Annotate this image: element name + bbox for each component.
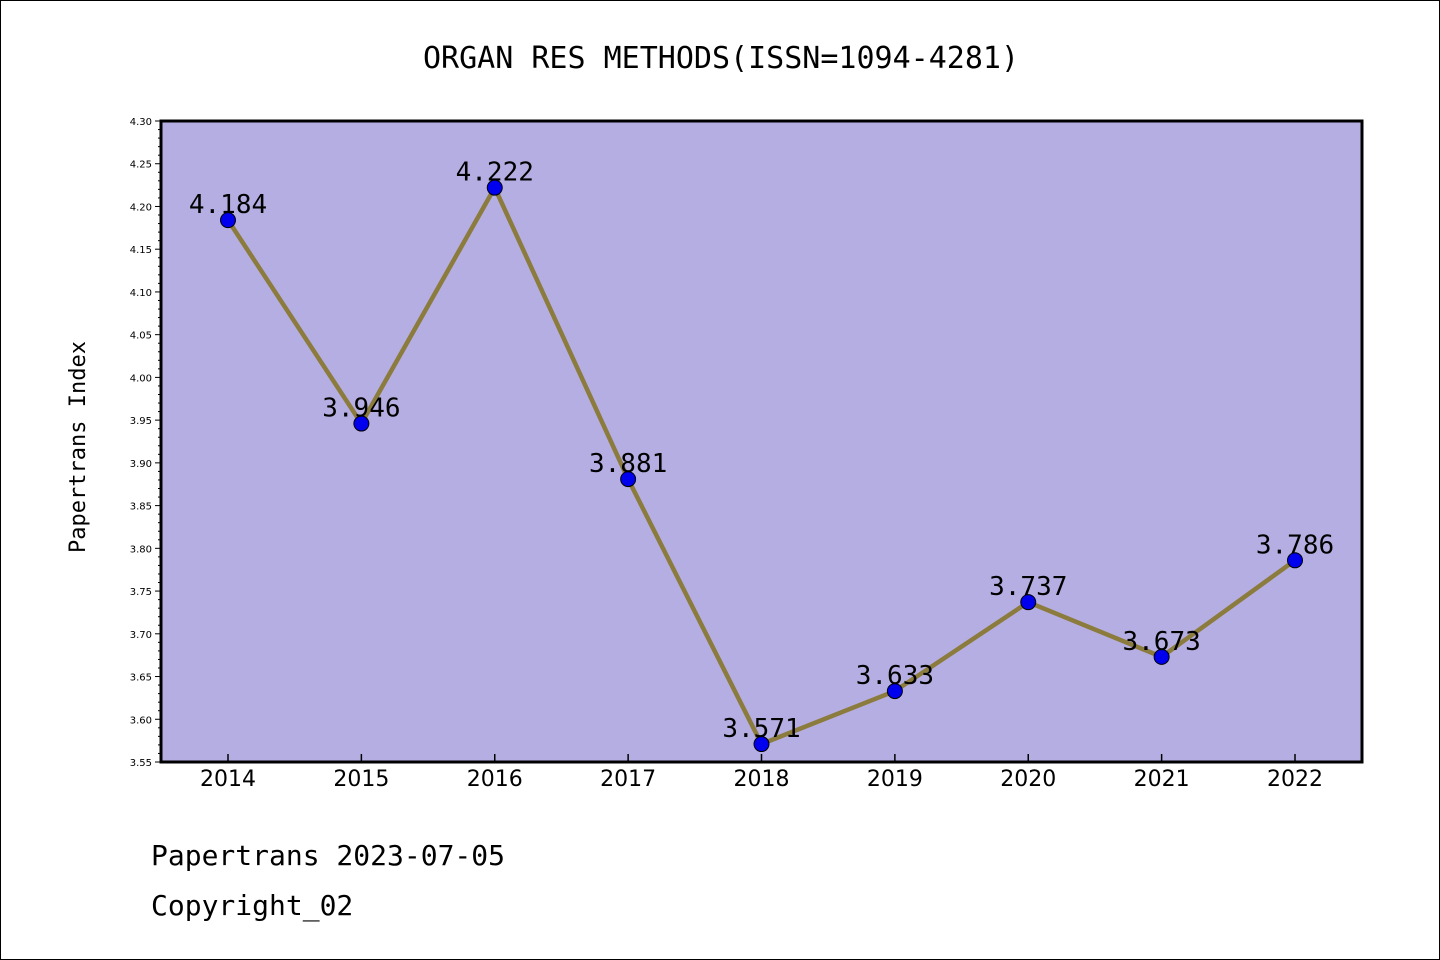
data-point: [1287, 552, 1303, 569]
footer-date: Papertrans 2023-07-05: [151, 839, 505, 872]
data-points: [220, 179, 1303, 753]
y-tick-label: 4.15: [130, 245, 152, 256]
y-tick-label: 4.10: [130, 288, 152, 299]
data-label: 3.786: [1256, 530, 1334, 560]
x-tick-label: 2019: [867, 767, 923, 792]
data-point: [1153, 648, 1170, 665]
x-tick-label: 2015: [333, 767, 389, 792]
y-tick-label: 3.65: [130, 673, 152, 684]
y-axis: 3.55 3.60 3.65 3.70 3.75 3.80 3.85 3.90 3.95 4.00…: [130, 117, 161, 769]
y-tick-label: 3.80: [130, 544, 152, 555]
y-tick-label: 4.05: [130, 331, 152, 342]
y-tick-label: 4.00: [130, 373, 152, 384]
y-tick-label: 4.25: [130, 160, 152, 171]
data-label: 3.946: [322, 394, 400, 424]
x-tick-label: 2022: [1267, 767, 1323, 792]
x-tick-label: 2014: [200, 767, 256, 792]
y-tick-label: 3.90: [130, 459, 152, 470]
y-tick-label: 3.75: [130, 587, 152, 598]
x-tick-label: 2017: [600, 767, 656, 792]
x-axis: 2014 2015 2016 2017 2018 2019 2020 2021 2022: [200, 754, 1323, 792]
data-point: [486, 179, 503, 196]
chart-title: ORGAN RES METHODS(ISSN=1094-4281): [423, 41, 1019, 76]
y-axis-label: Papertrans Index: [66, 341, 91, 553]
x-tick-label: 2020: [1000, 767, 1056, 792]
data-point: [620, 471, 637, 488]
data-label: 4.184: [189, 190, 267, 220]
plot-frame: [159, 119, 1364, 764]
y-tick-label: 4.20: [130, 202, 152, 213]
data-point: [886, 683, 903, 700]
x-tick-label: 2021: [1134, 767, 1190, 792]
data-point: [753, 736, 770, 753]
plot-area: [161, 121, 1362, 762]
data-point: [220, 212, 236, 229]
y-tick-label: 3.85: [130, 502, 152, 513]
data-label: 3.881: [589, 449, 667, 479]
y-tick-label: 3.95: [130, 416, 152, 427]
y-tick-label: 4.30: [130, 117, 152, 128]
data-label: 3.633: [856, 661, 934, 691]
y-tick-label: 3.55: [130, 758, 152, 769]
data-label: 3.737: [989, 572, 1067, 602]
data-labels: 4.184 3.946 4.222 3.881 3.571 3.633 3.737 3.673…: [189, 158, 1334, 744]
footer-copyright: Copyright_02: [151, 889, 353, 923]
y-tick-label: 3.60: [130, 715, 152, 726]
y-tick-label: 3.70: [130, 630, 152, 641]
x-tick-label: 2016: [467, 767, 523, 792]
data-label: 4.222: [456, 158, 534, 188]
data-point: [1020, 594, 1037, 611]
data-point: [353, 415, 370, 432]
data-label: 3.673: [1122, 627, 1200, 657]
data-label: 3.571: [722, 714, 800, 744]
x-tick-label: 2018: [734, 767, 790, 792]
